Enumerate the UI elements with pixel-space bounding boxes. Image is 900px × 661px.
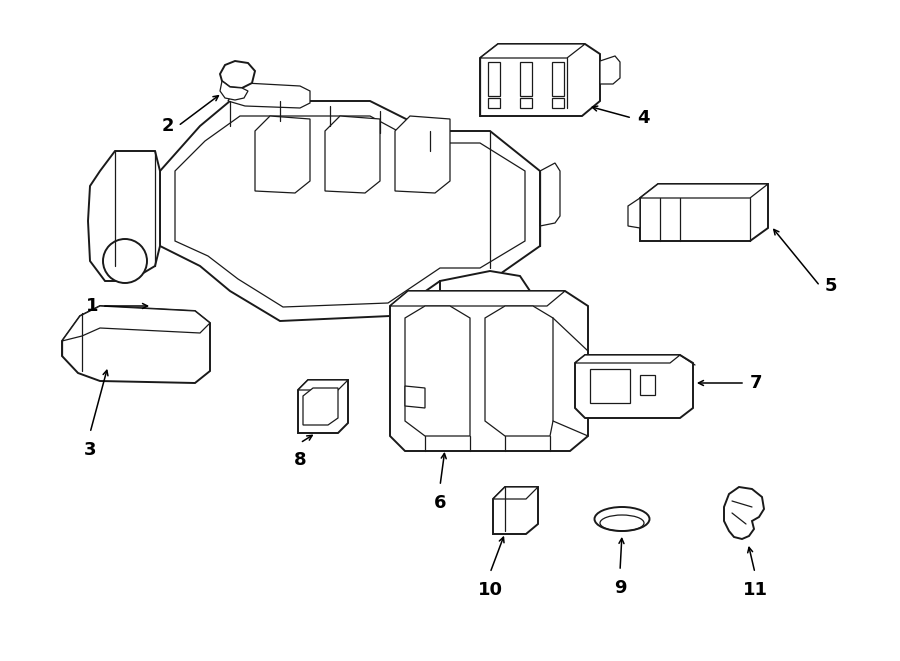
Circle shape [463, 324, 507, 368]
Polygon shape [255, 116, 310, 193]
Text: 10: 10 [478, 581, 502, 599]
Polygon shape [520, 98, 532, 108]
Polygon shape [575, 355, 693, 418]
Polygon shape [175, 116, 525, 307]
Polygon shape [440, 271, 530, 376]
Text: 7: 7 [750, 374, 762, 392]
Polygon shape [488, 62, 500, 96]
Polygon shape [552, 98, 564, 108]
Polygon shape [640, 184, 768, 198]
Text: 1: 1 [86, 297, 98, 315]
Polygon shape [405, 306, 470, 436]
Polygon shape [540, 163, 560, 226]
Polygon shape [303, 388, 338, 425]
Polygon shape [552, 62, 564, 96]
Circle shape [103, 239, 147, 283]
Text: 5: 5 [825, 277, 838, 295]
Polygon shape [480, 44, 600, 116]
Text: 8: 8 [293, 451, 306, 469]
Text: 9: 9 [614, 579, 626, 597]
Ellipse shape [595, 507, 650, 531]
Polygon shape [298, 380, 348, 433]
Polygon shape [405, 386, 425, 408]
Polygon shape [480, 44, 585, 58]
Polygon shape [228, 83, 310, 108]
Polygon shape [493, 487, 538, 499]
Polygon shape [88, 151, 160, 281]
Text: 3: 3 [84, 441, 96, 459]
Polygon shape [493, 487, 538, 534]
Text: 6: 6 [434, 494, 446, 512]
Polygon shape [600, 56, 620, 84]
Polygon shape [62, 306, 210, 341]
Text: 2: 2 [161, 117, 174, 135]
Polygon shape [160, 101, 540, 321]
Polygon shape [590, 369, 630, 403]
Polygon shape [395, 116, 450, 193]
Polygon shape [520, 62, 532, 96]
Polygon shape [298, 380, 348, 390]
Polygon shape [640, 375, 655, 395]
Polygon shape [220, 61, 255, 88]
Polygon shape [220, 81, 248, 100]
Text: 11: 11 [742, 581, 768, 599]
Polygon shape [628, 198, 640, 228]
Polygon shape [488, 98, 500, 108]
Polygon shape [724, 487, 764, 539]
Polygon shape [325, 116, 380, 193]
Polygon shape [62, 306, 210, 383]
Polygon shape [485, 306, 553, 436]
Polygon shape [575, 355, 680, 363]
Text: 4: 4 [637, 109, 650, 127]
Polygon shape [640, 184, 768, 241]
Polygon shape [390, 291, 588, 451]
Polygon shape [390, 291, 565, 306]
